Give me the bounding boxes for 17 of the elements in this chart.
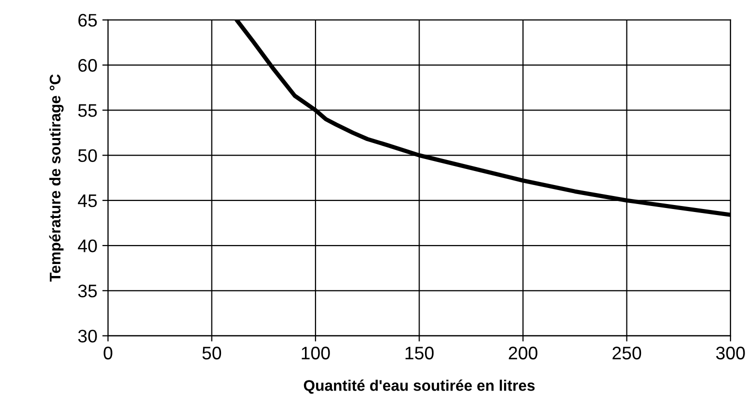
- y-axis-title: Température de soutirage °C: [49, 74, 64, 282]
- x-axis-title: Quantité d'eau soutirée en litres: [304, 380, 535, 394]
- y-tick-label: 40: [78, 239, 97, 252]
- y-tick-label: 45: [78, 194, 97, 208]
- y-tick-label: 30: [78, 330, 97, 342]
- x-tick-label: 0: [104, 346, 112, 360]
- x-tick-label: 300: [716, 346, 745, 360]
- x-tick-label: 250: [612, 346, 642, 360]
- y-tick-label: 55: [78, 104, 97, 117]
- y-tick-label: 35: [78, 284, 97, 298]
- y-tick-label: 50: [78, 149, 97, 162]
- y-tick-label: 60: [78, 58, 97, 72]
- x-tick-label: 150: [406, 346, 434, 360]
- y-tick-label: 65: [78, 14, 97, 27]
- x-tick-label: 200: [508, 346, 538, 360]
- x-tick-label: 50: [202, 346, 222, 360]
- x-tick-label: 100: [302, 346, 330, 360]
